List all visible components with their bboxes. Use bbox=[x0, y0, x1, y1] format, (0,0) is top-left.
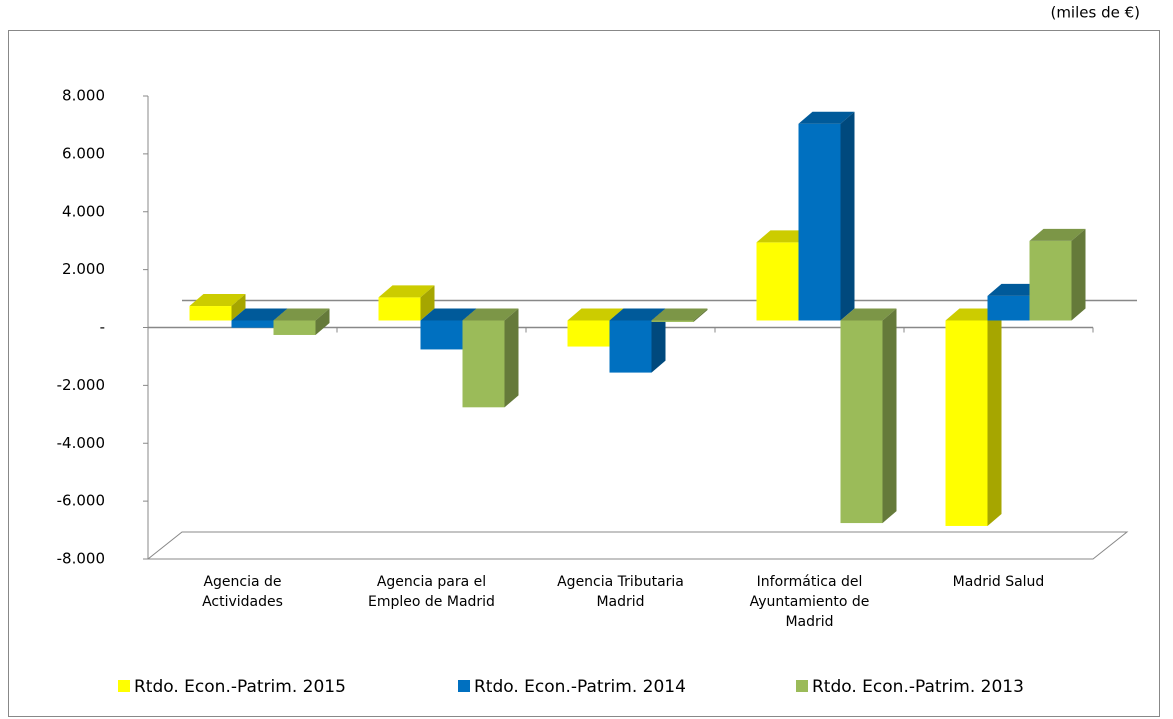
bar-front bbox=[567, 320, 610, 347]
bar-side bbox=[882, 308, 897, 524]
bar-front bbox=[231, 320, 274, 328]
legend-swatch bbox=[796, 680, 808, 692]
bar bbox=[651, 308, 708, 322]
x-tick-label: Agencia para el Empleo de Madrid bbox=[368, 574, 495, 610]
floor bbox=[146, 531, 1129, 560]
bar-top bbox=[420, 308, 477, 321]
bar-top bbox=[231, 308, 288, 321]
legend-swatch bbox=[458, 680, 470, 692]
bar-side bbox=[231, 294, 246, 321]
bar bbox=[273, 308, 330, 335]
x-tick-label: Informática del Ayuntamiento de Madrid bbox=[749, 574, 870, 630]
y-tick-label: - bbox=[100, 318, 105, 336]
bar-top bbox=[840, 308, 897, 321]
bar-front bbox=[756, 242, 799, 321]
bar bbox=[189, 294, 246, 321]
y-tick-label: 6.000 bbox=[62, 144, 105, 162]
bar-front bbox=[840, 320, 883, 524]
legend-swatch bbox=[118, 680, 130, 692]
bar-side bbox=[651, 308, 666, 373]
bar-top bbox=[567, 308, 624, 321]
bar-top bbox=[462, 308, 519, 321]
y-tick-label: -8.000 bbox=[57, 550, 105, 568]
bar bbox=[378, 285, 435, 321]
bar-front bbox=[378, 297, 421, 321]
x-tick-label: Agencia Tributaria Madrid bbox=[557, 574, 684, 610]
bar-side bbox=[1071, 228, 1086, 321]
x-tick-label: Madrid Salud bbox=[952, 574, 1045, 590]
legend-label: Rtdo. Econ.-Patrim. 2014 bbox=[474, 677, 686, 697]
bar-front bbox=[987, 295, 1030, 321]
legend-label: Rtdo. Econ.-Patrim. 2013 bbox=[812, 677, 1024, 697]
bar-top bbox=[609, 308, 666, 321]
bar-side bbox=[693, 308, 708, 322]
y-tick-label: 8.000 bbox=[62, 87, 105, 105]
bar bbox=[462, 308, 519, 408]
bar-side bbox=[504, 308, 519, 408]
bar bbox=[1029, 228, 1086, 321]
bar-side bbox=[987, 308, 1002, 526]
bar-front bbox=[189, 306, 232, 321]
bar-front bbox=[651, 320, 694, 322]
bar-front bbox=[420, 320, 463, 350]
bar-top bbox=[651, 308, 708, 321]
bar bbox=[945, 308, 1002, 526]
bar bbox=[798, 111, 855, 321]
y-tick-label: -4.000 bbox=[57, 434, 105, 452]
y-tick-label: 2.000 bbox=[62, 260, 105, 278]
bar-top bbox=[378, 285, 435, 298]
y-tick-label: -6.000 bbox=[57, 492, 105, 510]
bar-front bbox=[609, 320, 652, 373]
chart-border bbox=[8, 30, 1160, 717]
bar-side bbox=[315, 308, 330, 335]
bar-top bbox=[189, 294, 246, 307]
bar bbox=[609, 308, 666, 373]
unit-note: (miles de €) bbox=[1050, 4, 1140, 22]
bar-side bbox=[840, 111, 855, 321]
bar-top bbox=[273, 308, 330, 321]
bar-front bbox=[273, 320, 316, 335]
bar-front bbox=[1029, 240, 1072, 321]
legend-label: Rtdo. Econ.-Patrim. 2015 bbox=[134, 677, 346, 697]
y-tick-label: 4.000 bbox=[62, 202, 105, 220]
bar-front bbox=[462, 320, 505, 408]
bar-front bbox=[798, 123, 841, 321]
bar-top bbox=[1029, 228, 1086, 241]
x-tick-label: Agencia de Actividades bbox=[202, 574, 283, 610]
bar bbox=[840, 308, 897, 524]
bar-side bbox=[420, 285, 435, 321]
bar-top bbox=[798, 111, 855, 124]
y-tick-label: -2.000 bbox=[57, 376, 105, 394]
bar-front bbox=[945, 320, 988, 526]
